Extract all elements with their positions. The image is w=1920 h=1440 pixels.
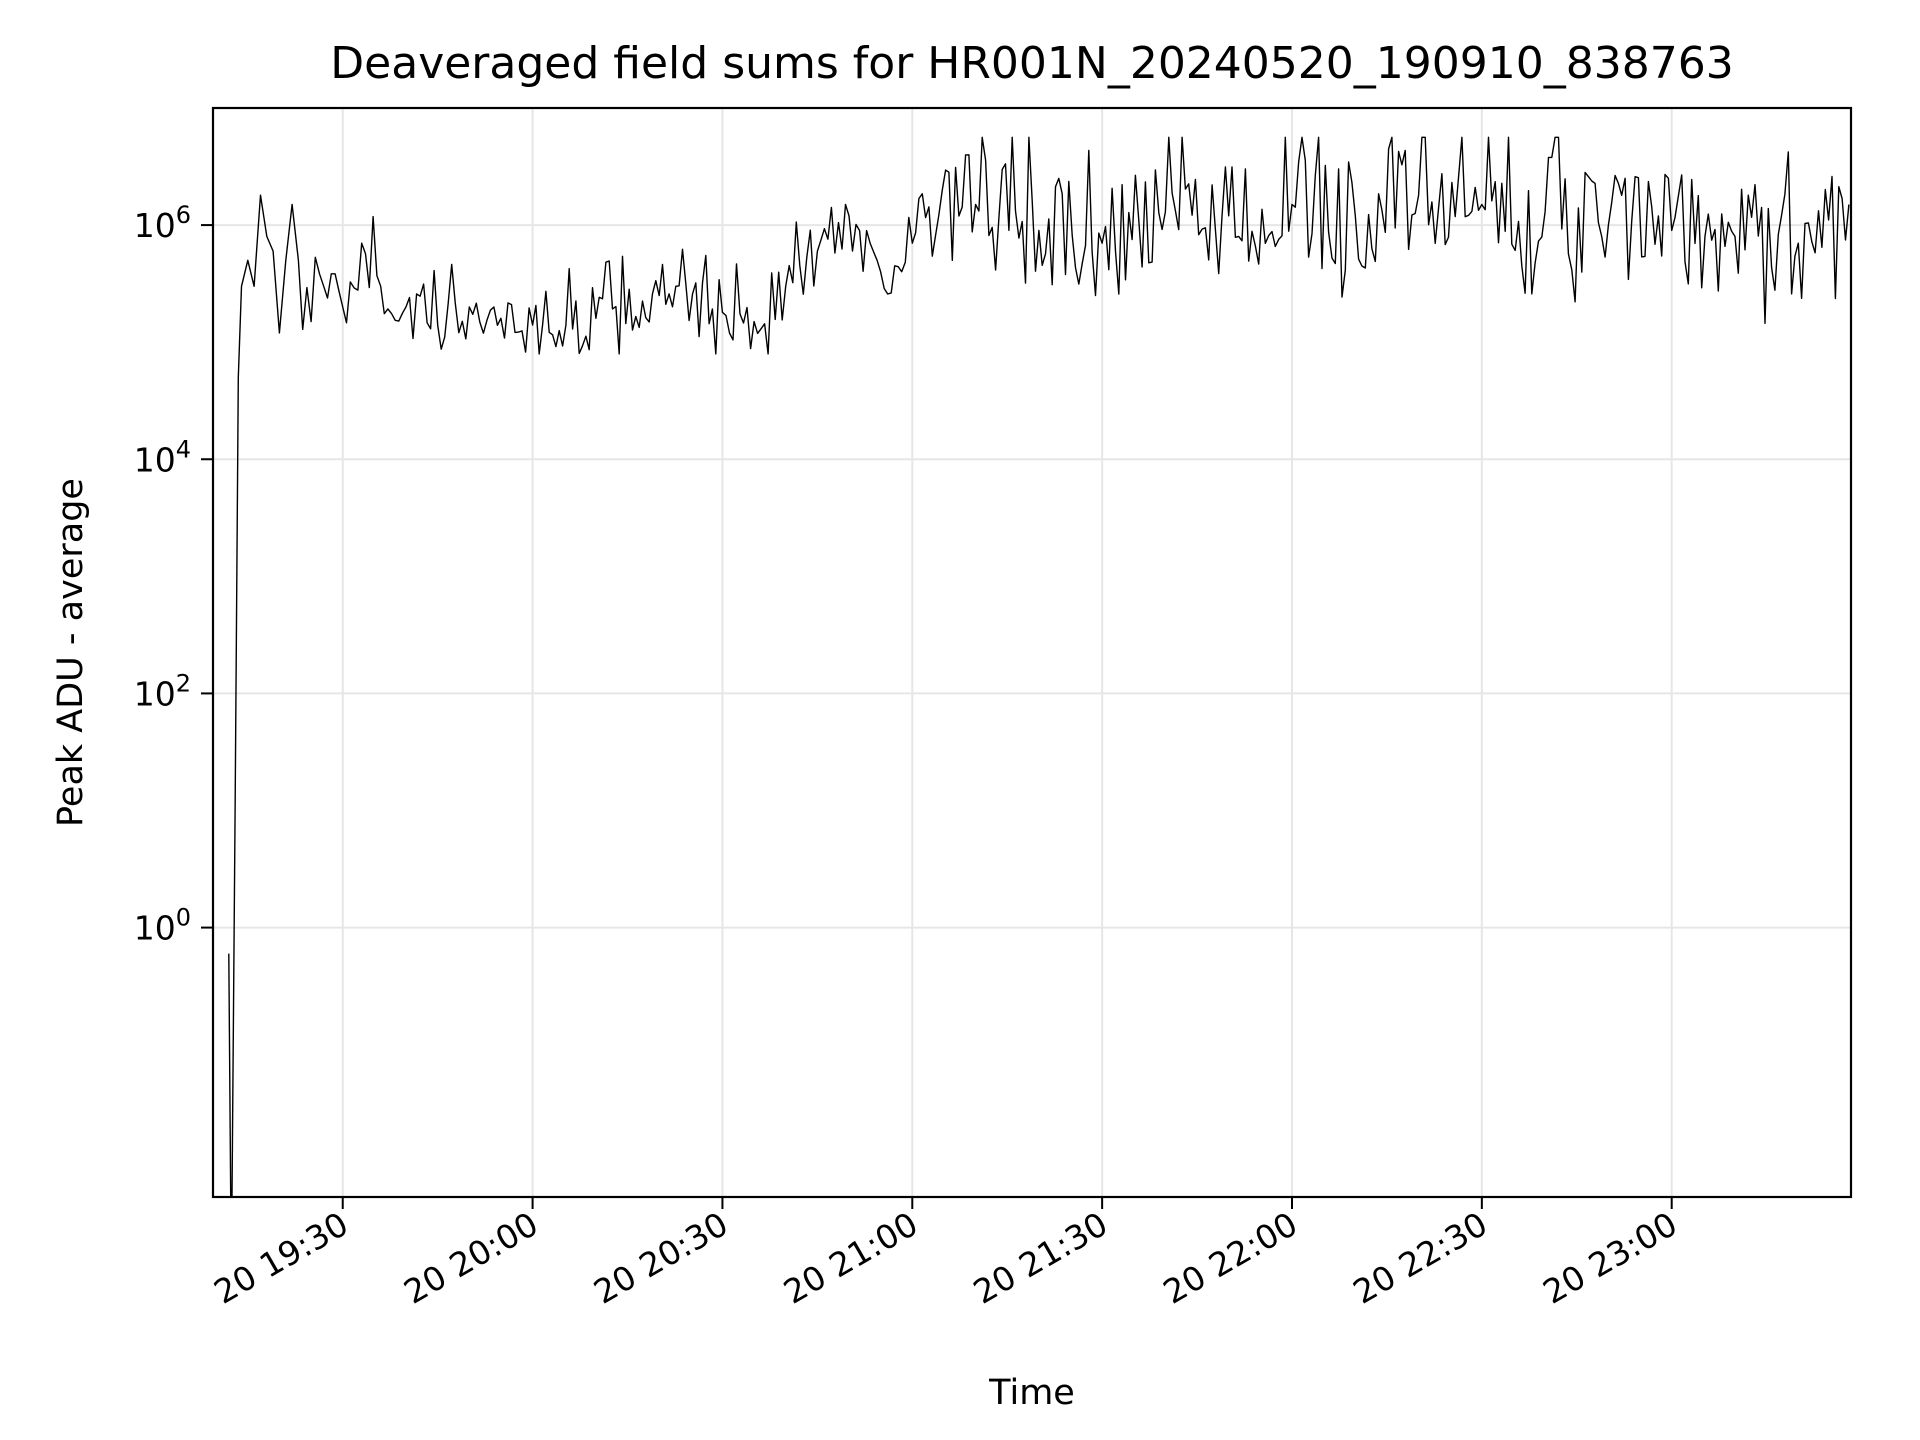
x-axis-label: Time: [988, 1373, 1075, 1413]
y-axis-label: Peak ADU - average: [51, 478, 91, 827]
plot-frame: [211, 106, 1853, 1199]
y-tick-label: 102: [134, 669, 191, 713]
series-layer: [228, 136, 1850, 1198]
series-line: [228, 136, 1850, 1198]
y-tick-label: 100: [134, 904, 191, 948]
grid-layer: [213, 108, 1851, 1197]
y-tick-label: 106: [134, 201, 191, 245]
y-tick-label: 104: [134, 435, 191, 479]
chart-title: Deaveraged field sums for HR001N_2024052…: [330, 38, 1733, 89]
